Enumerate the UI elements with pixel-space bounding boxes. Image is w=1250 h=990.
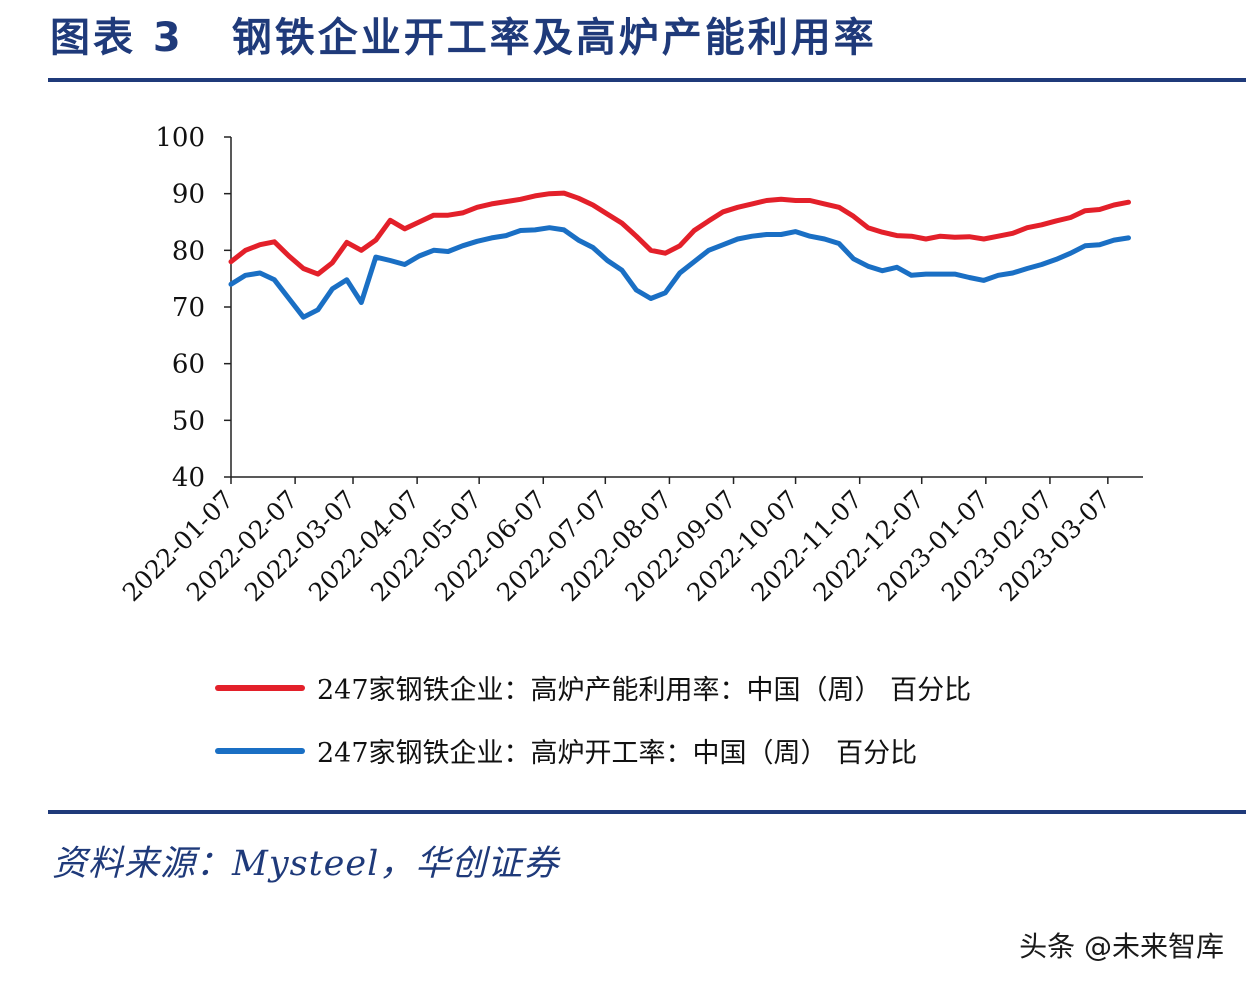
legend-swatch-blue: [215, 747, 305, 754]
legend-swatch-red: [215, 684, 305, 691]
y-tick-label: 50: [172, 406, 205, 436]
y-tick-label: 100: [155, 123, 205, 153]
series-line-operating-rate: [228, 225, 1131, 320]
bottom-divider: [48, 810, 1246, 814]
y-tick-label: 80: [172, 236, 205, 266]
top-divider: [48, 78, 1246, 82]
y-tick-label: 60: [172, 350, 205, 380]
y-tick-label: 40: [172, 463, 205, 493]
figure-title-row: 图表 3 钢铁企业开工率及高炉产能利用率: [50, 4, 877, 64]
line-chart: 4050607080901002022-01-072022-02-072022-…: [117, 123, 1143, 607]
figure-label: 图表 3: [50, 15, 184, 61]
y-tick-label: 70: [172, 293, 205, 323]
source-note: 资料来源：Mysteel，华创证券: [52, 844, 560, 884]
legend-item-utilization: 247家钢铁企业：高炉产能利用率：中国（周） 百分比: [215, 668, 971, 707]
series-line-utilization: [228, 190, 1131, 277]
watermark: 头条 @未来智库: [1019, 930, 1224, 963]
legend-item-operating-rate: 247家钢铁企业：高炉开工率：中国（周） 百分比: [215, 731, 917, 770]
y-tick-label: 90: [172, 180, 205, 210]
figure-title: 钢铁企业开工率及高炉产能利用率: [231, 15, 877, 61]
legend-label-operating-rate: 247家钢铁企业：高炉开工率：中国（周） 百分比: [317, 738, 918, 769]
legend-label-utilization: 247家钢铁企业：高炉产能利用率：中国（周） 百分比: [317, 675, 972, 706]
